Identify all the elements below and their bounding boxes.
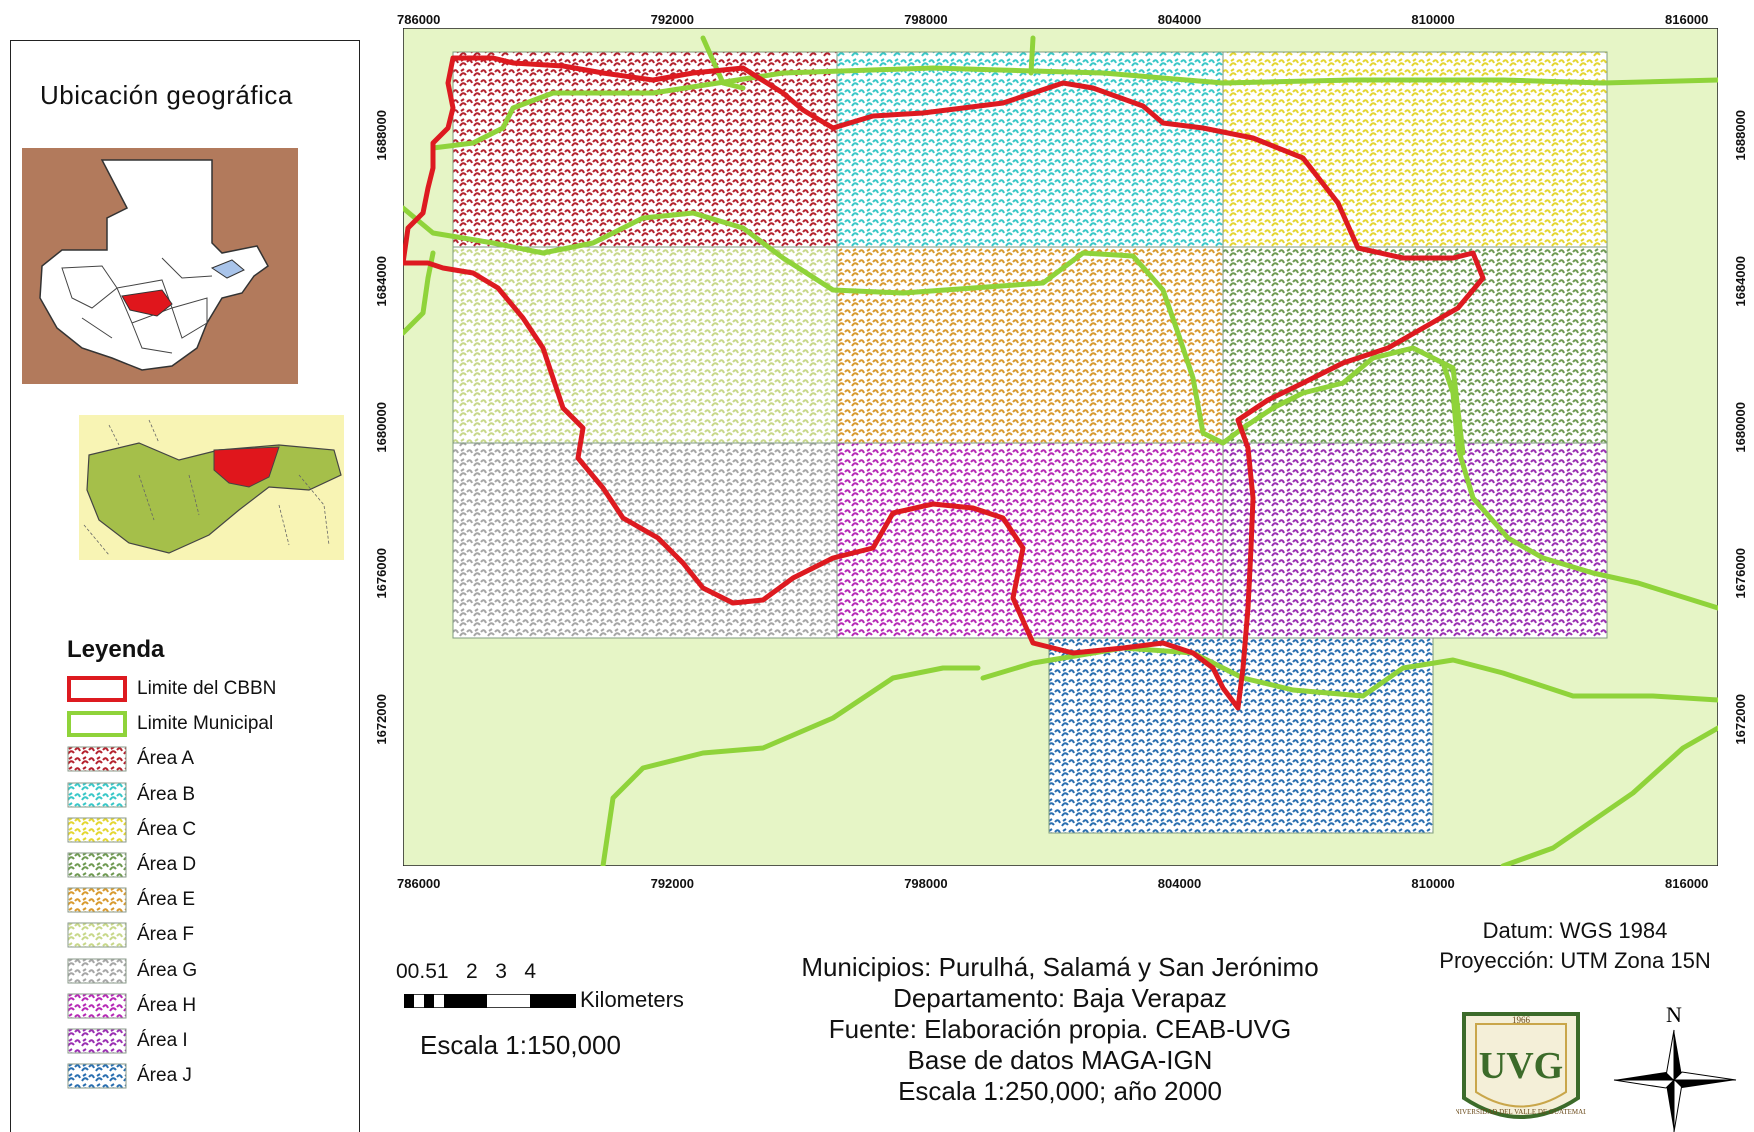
legend-item: Área D bbox=[67, 850, 196, 880]
legend-item: Área G bbox=[67, 956, 197, 986]
grid-label-y: 1672000 bbox=[374, 694, 389, 745]
grid-label-x: 798000 bbox=[904, 876, 948, 891]
legend-item: Limite Municipal bbox=[67, 709, 273, 739]
grid-label-x: 810000 bbox=[1411, 12, 1455, 27]
baja-verapaz-locator-map bbox=[79, 415, 344, 560]
area-tile bbox=[452, 246, 838, 444]
projection-text: Proyección: UTM Zona 15N bbox=[1439, 948, 1711, 973]
legend-swatch bbox=[67, 817, 127, 843]
legend-label: Área J bbox=[137, 1065, 192, 1087]
grid-label-x: 804000 bbox=[1157, 12, 1202, 27]
legend-label: Área H bbox=[137, 994, 197, 1016]
legend-swatch bbox=[67, 1028, 127, 1054]
grid-label-x: 792000 bbox=[650, 12, 694, 27]
grid-label-x: 786000 bbox=[397, 876, 441, 891]
datum-block: Datum: WGS 1984 Proyección: UTM Zona 15N bbox=[1400, 916, 1750, 976]
grid-label-y: 1680000 bbox=[1733, 402, 1748, 453]
legend-label: Limite del CBBN bbox=[137, 678, 277, 699]
area-tile bbox=[836, 442, 1224, 639]
legend-label: Área A bbox=[137, 748, 195, 770]
legend-item: Área F bbox=[67, 920, 194, 950]
legend-swatch bbox=[67, 1063, 127, 1089]
info-fuente: Fuente: Elaboración propia. CEAB-UVG bbox=[828, 1014, 1292, 1044]
grid-label-x: 786000 bbox=[397, 12, 441, 27]
area-tile bbox=[1222, 246, 1608, 444]
legend-label: Área F bbox=[137, 924, 195, 946]
grid-label-x: 816000 bbox=[1665, 876, 1709, 891]
legend-item: Área H bbox=[67, 991, 196, 1021]
area-tile bbox=[836, 246, 1224, 444]
legend-swatch bbox=[67, 676, 127, 702]
legend-item: Área B bbox=[67, 780, 195, 810]
info-escala: Escala 1:250,000; año 2000 bbox=[898, 1076, 1222, 1106]
grid-label-y: 1672000 bbox=[1733, 694, 1748, 745]
logo-ring-text: UNIVERSIDAD DEL VALLE DE GUATEMALA bbox=[1456, 1108, 1586, 1116]
grid-label-y: 1676000 bbox=[374, 548, 389, 599]
main-map bbox=[403, 28, 1718, 866]
legend-label: Área I bbox=[137, 1030, 188, 1051]
legend-swatch bbox=[67, 922, 127, 948]
legend-item: Área C bbox=[67, 815, 196, 845]
legend-label: Limite Municipal bbox=[137, 713, 274, 735]
legend-title: Leyenda bbox=[67, 636, 165, 663]
guatemala-locator-map bbox=[22, 148, 298, 384]
grid-label-y: 1684000 bbox=[1733, 256, 1748, 307]
legend-item: Limite del CBBN bbox=[67, 674, 276, 704]
info-municipios: Municipios: Purulhá, Salamá y San Jeróni… bbox=[801, 952, 1319, 982]
legend-item: Área I bbox=[67, 1026, 188, 1056]
area-tile bbox=[836, 51, 1224, 248]
grid-label-x: 792000 bbox=[650, 876, 694, 891]
map-info-block: Municipios: Purulhá, Salamá y San Jeróni… bbox=[730, 952, 1390, 1107]
area-tile bbox=[1222, 442, 1608, 639]
uvg-logo: 1966 UVG UNIVERSIDAD DEL VALLE DE GUATEM… bbox=[1456, 1012, 1586, 1119]
grid-label-x: 816000 bbox=[1665, 12, 1709, 27]
cbbn-boundary-line bbox=[403, 55, 1486, 711]
legend-swatch bbox=[67, 711, 127, 738]
info-base-datos: Base de datos MAGA-IGN bbox=[907, 1045, 1213, 1075]
scale-bar-numbers: 00.51 2 3 4 bbox=[396, 960, 537, 983]
legend-panel bbox=[10, 40, 360, 1132]
info-departamento: Departamento: Baja Verapaz bbox=[893, 983, 1227, 1013]
scale-text: Escala 1:150,000 bbox=[420, 1030, 621, 1060]
north-arrow-icon: N bbox=[1613, 1002, 1737, 1132]
scale-bar-unit: Kilometers bbox=[580, 987, 684, 1012]
datum-text: Datum: WGS 1984 bbox=[1482, 918, 1668, 943]
legend-swatch bbox=[67, 958, 127, 984]
area-tile bbox=[452, 442, 838, 639]
legend-swatch bbox=[67, 887, 127, 913]
scale-bar bbox=[404, 994, 576, 1008]
grid-label-y: 1688000 bbox=[1733, 110, 1748, 161]
legend-item: Área E bbox=[67, 885, 195, 915]
legend-item: Área J bbox=[67, 1061, 192, 1091]
legend-swatch bbox=[67, 746, 127, 772]
grid-label-y: 1676000 bbox=[1733, 548, 1748, 599]
legend-swatch bbox=[67, 852, 127, 878]
grid-label-x: 804000 bbox=[1157, 876, 1202, 891]
grid-label-x: 810000 bbox=[1411, 876, 1455, 891]
locator-title: Ubicación geográfica bbox=[40, 80, 293, 110]
grid-label-y: 1680000 bbox=[374, 402, 389, 453]
legend-label: Área C bbox=[137, 818, 197, 840]
legend-label: Área D bbox=[137, 854, 197, 875]
legend-label: Área E bbox=[137, 889, 196, 911]
legend-swatch bbox=[67, 782, 127, 808]
logo-year: 1966 bbox=[1512, 1015, 1531, 1025]
legend-item: Área A bbox=[67, 744, 194, 774]
north-label: N bbox=[1666, 1002, 1682, 1027]
grid-label-x: 798000 bbox=[904, 12, 948, 27]
legend-swatch bbox=[67, 993, 127, 1019]
grid-label-y: 1688000 bbox=[374, 110, 389, 161]
grid-label-y: 1684000 bbox=[374, 256, 389, 307]
logo-text: UVG bbox=[1479, 1045, 1563, 1087]
legend-label: Área B bbox=[137, 783, 196, 805]
legend-label: Área G bbox=[137, 959, 198, 981]
